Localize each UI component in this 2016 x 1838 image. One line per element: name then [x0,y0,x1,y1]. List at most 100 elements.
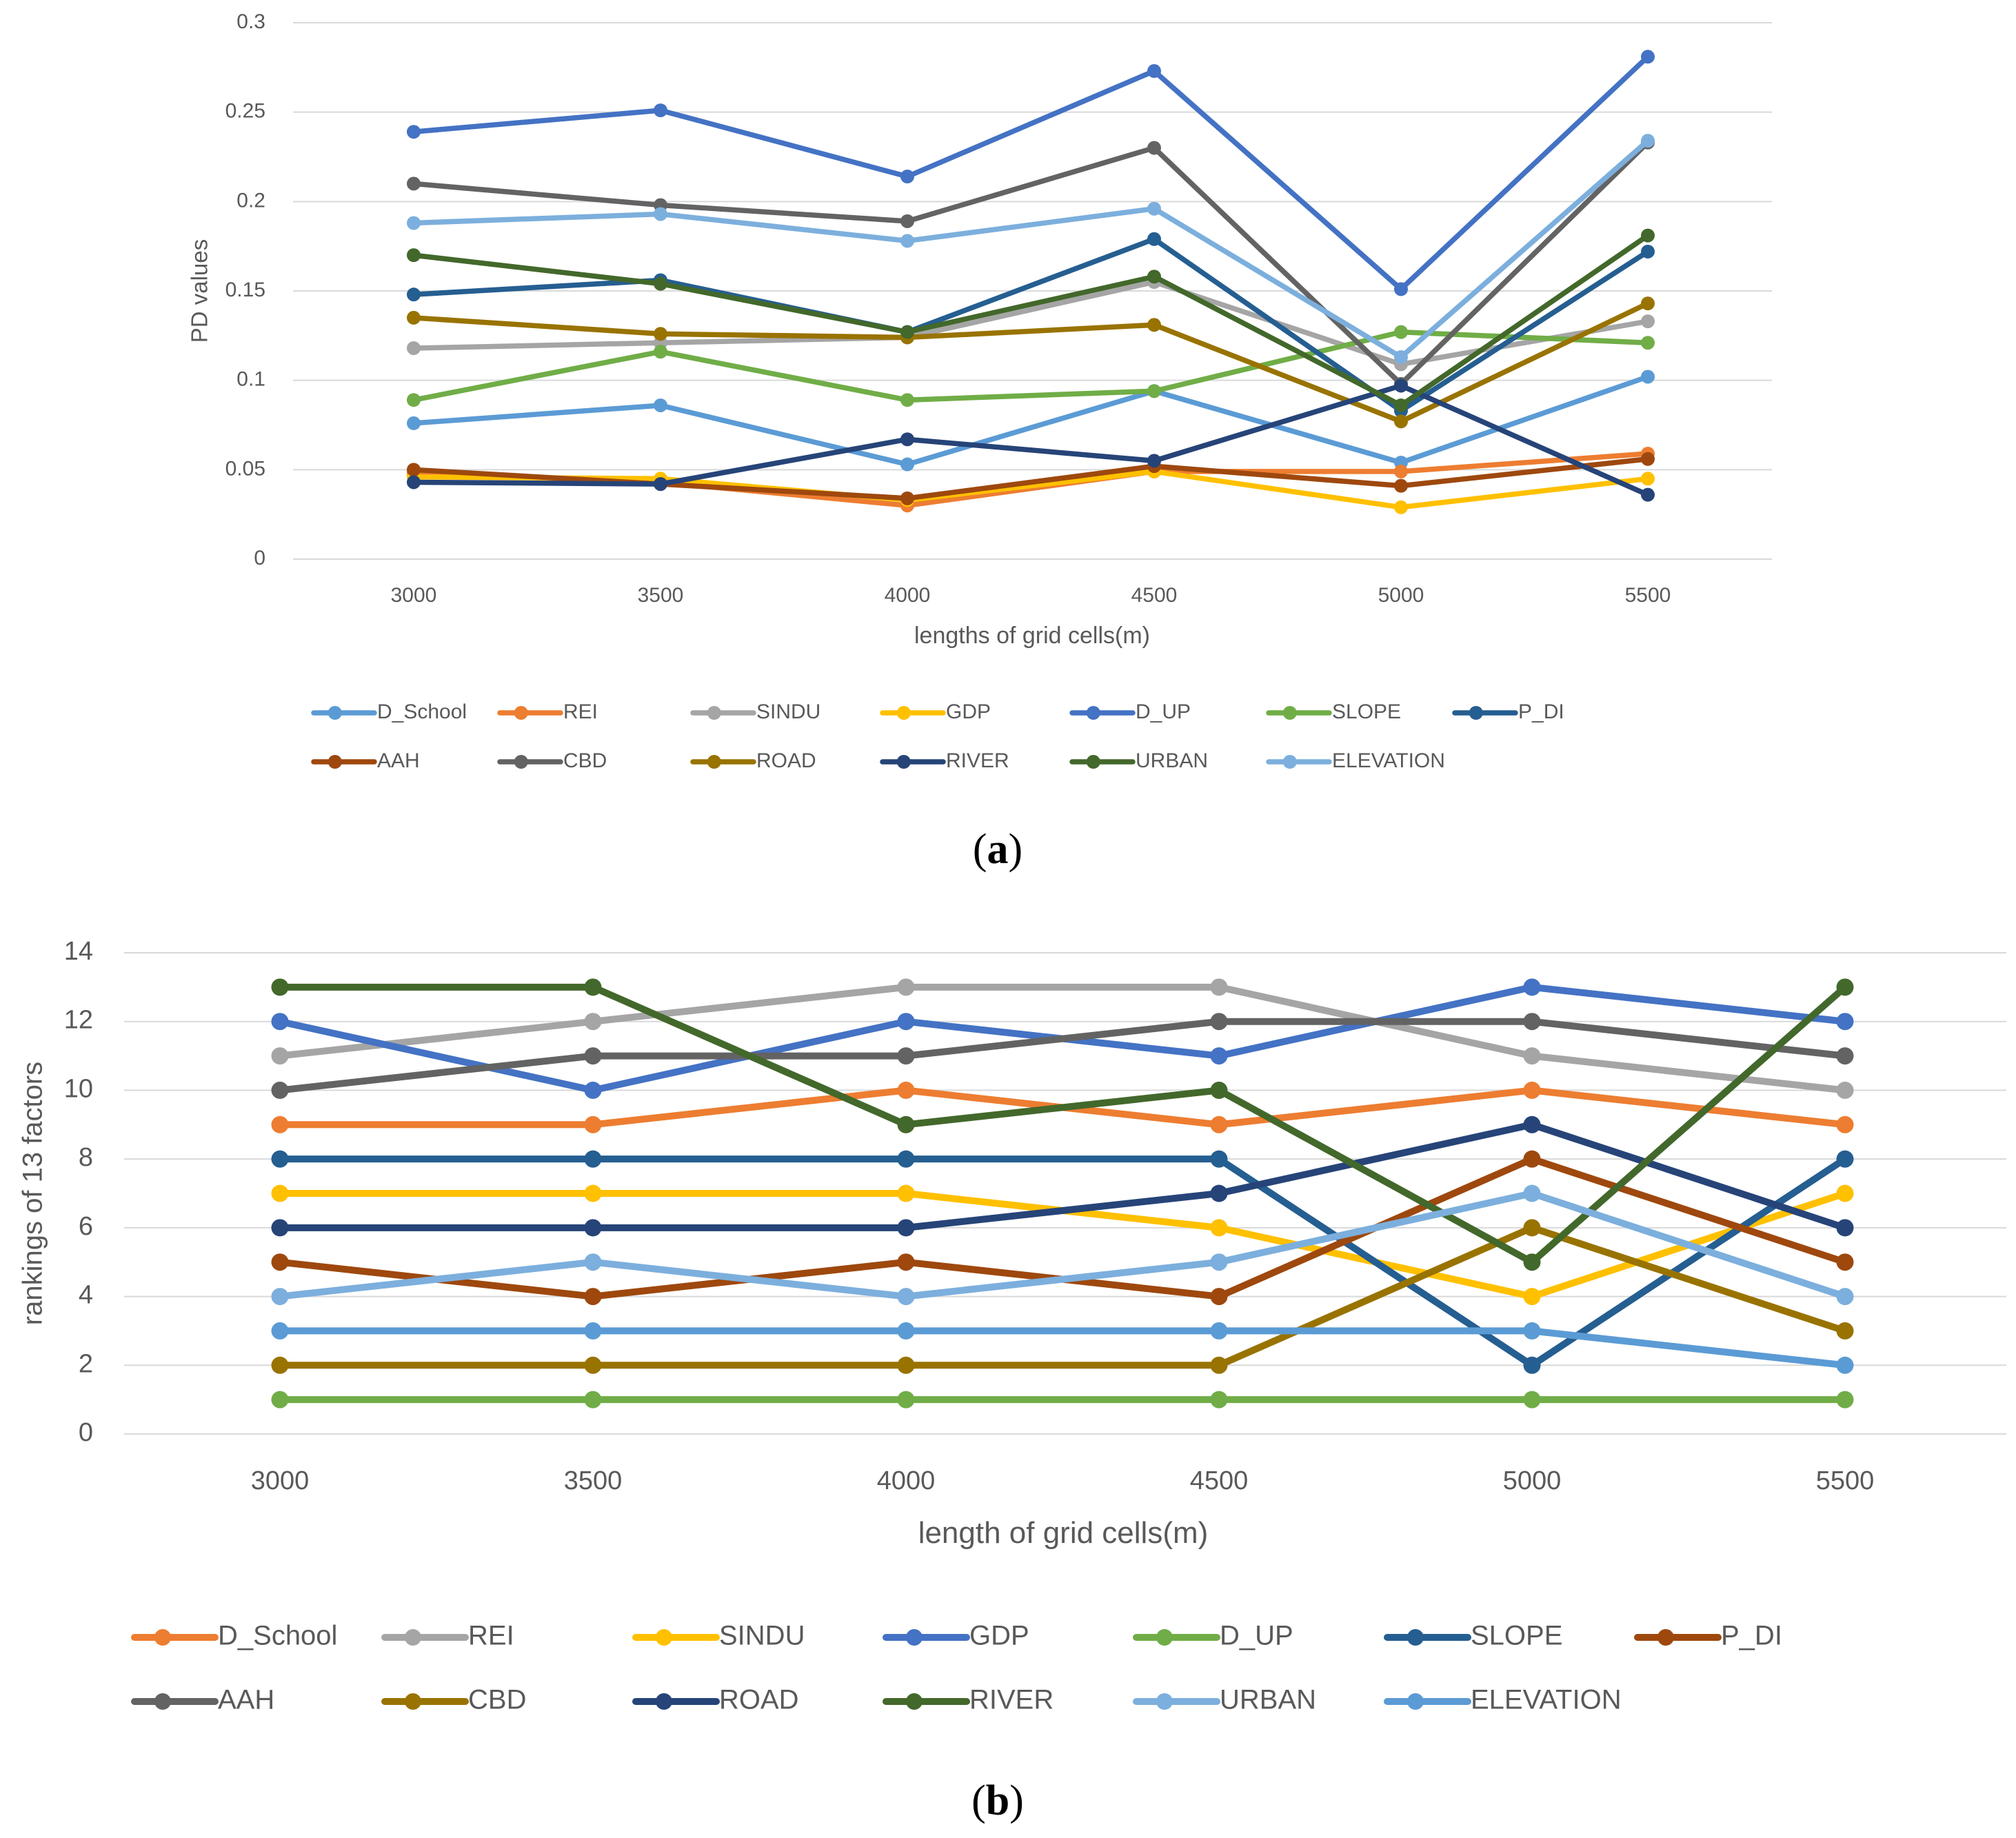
data-point [407,248,421,263]
data-point [900,325,914,339]
legend-label: AAH [377,749,420,772]
legend-label: SLOPE [1471,1621,1562,1651]
series-line [411,383,1651,498]
chart-b: 0 2 4 6 8 10 12 14 3000 3500 4000 4500 5000 5500 lengt… [18,937,2006,1824]
x-tick-label: 4000 [885,584,931,607]
legend-marker [707,755,721,769]
data-point [897,1356,915,1374]
series-river [271,978,1854,1271]
legend-item-p-di: P_DI [1452,700,1564,723]
data-point [1523,1356,1541,1374]
series-line [276,983,1848,1094]
x-axis-ticks: 3000 3500 4000 4500 5000 5500 [391,584,1671,607]
legend-item-d-school: D_School [131,1621,337,1651]
legend-label: P_DI [1518,700,1564,723]
series-group [271,978,1854,1408]
data-point [1394,478,1408,493]
series-d-up [271,1391,1854,1408]
y-tick-label: 0.1 [236,368,265,391]
legend-item-sindu: SINDU [632,1621,805,1651]
legend-marker [1282,706,1297,720]
data-point [897,1322,915,1340]
x-tick-label: 4500 [1131,584,1178,607]
y-tick-label: 0 [254,547,265,569]
data-point [1641,472,1655,486]
data-point [1836,1356,1854,1374]
data-point [407,287,421,302]
data-point [407,125,421,139]
y-tick-label: 12 [64,1006,93,1035]
data-point [1523,1081,1541,1099]
data-point [1523,1184,1541,1202]
y-tick-label: 2 [79,1349,93,1378]
x-tick-label: 3500 [564,1466,623,1495]
y-tick-label: 0.15 [225,279,265,301]
data-point [1836,1047,1854,1065]
data-point [584,1081,602,1099]
legend-marker [404,1693,421,1710]
data-point [1641,370,1655,384]
legend-marker [327,706,342,720]
data-point [1523,1288,1541,1306]
data-point [900,432,914,447]
legend-item-river: RIVER [880,749,1009,772]
legend-item-elevation: ELEVATION [1266,749,1445,772]
data-point [1210,1115,1228,1133]
data-point [584,1013,602,1031]
legend-marker [1086,755,1100,769]
data-point [271,1356,289,1374]
series-rei [271,978,1854,1099]
data-point [407,310,421,325]
legend-label: P_DI [1721,1621,1782,1651]
data-point [1147,384,1161,398]
data-point [1836,1013,1854,1031]
legend-label: ROAD [756,749,816,772]
legend-label: URBAN [1220,1685,1316,1715]
series-aah [271,1013,1854,1099]
legend-marker [1657,1629,1674,1646]
legend-label: CBD [563,749,607,772]
data-point [1836,978,1854,996]
series-line [411,374,1651,467]
legend-item-aah: AAH [131,1685,274,1715]
series-slope [407,325,1655,407]
legend-marker [1086,706,1100,720]
data-point [900,393,914,407]
data-point [584,1391,602,1408]
series-line [411,279,1651,367]
legend-marker [154,1693,171,1710]
data-point [1641,296,1655,311]
series-d-school [407,370,1655,472]
series-group [407,50,1655,514]
data-point [654,327,667,341]
data-point [584,1322,602,1340]
data-point [1394,500,1408,514]
data-point [1836,1219,1854,1237]
series-line [411,140,1651,387]
data-point [1210,1081,1228,1099]
data-point [271,1219,289,1237]
legend-label: URBAN [1136,749,1208,772]
legend-item-elevation: ELEVATION [1384,1685,1622,1715]
legend-item-slope: SLOPE [1266,700,1401,723]
data-point [897,1219,915,1237]
y-tick-label: 8 [79,1143,93,1172]
x-tick-label: 5000 [1503,1466,1562,1495]
legend-marker [1156,1693,1173,1710]
data-point [1641,487,1655,502]
legend-label: SINDU [756,700,820,723]
legend-marker [905,1629,923,1646]
series-urban [271,1184,1854,1306]
legend-item-road: ROAD [690,749,816,772]
data-point [1147,318,1161,332]
y-axis-title: PD values [187,239,212,343]
legend-marker [896,755,911,769]
data-point [1836,1184,1854,1202]
data-point [1210,1253,1228,1271]
series-line [276,1121,1848,1231]
data-point [900,170,914,184]
data-point [654,398,667,412]
y-axis-ticks: 0 0.05 0.1 0.15 0.2 0.25 0.3 [225,10,265,569]
data-point [897,1115,915,1133]
data-point [271,1081,289,1099]
